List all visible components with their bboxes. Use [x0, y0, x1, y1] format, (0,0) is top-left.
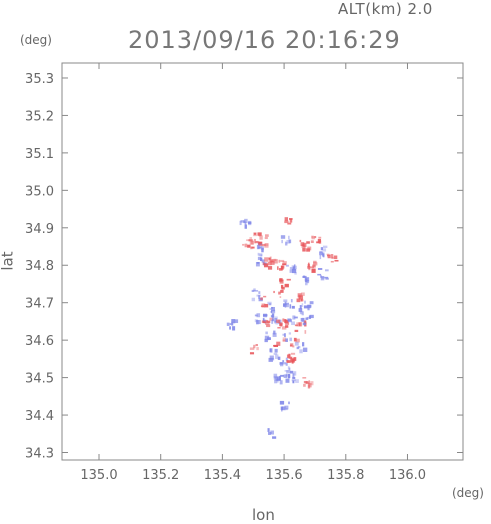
echo-cell [296, 292, 305, 303]
echo-cell [273, 258, 287, 271]
y-tick-label: 34.6 [25, 334, 54, 349]
y-tick-label: 35.2 [25, 109, 54, 124]
echo-cell [326, 253, 339, 263]
y-tick-label: 35.1 [25, 147, 54, 162]
echo-cell [279, 366, 291, 379]
echo-cell [294, 341, 308, 354]
x-axis: 135.0 135.2 135.4 135.6 135.8 136.0 [80, 63, 426, 483]
y-tick-label: 35.3 [25, 72, 54, 87]
echo-cell [273, 337, 287, 348]
echo-cell [307, 260, 318, 273]
echo-cell [319, 245, 328, 260]
echo-cell [302, 275, 310, 286]
echo-cell [267, 428, 277, 439]
x-tick-label: 135.8 [327, 468, 364, 483]
echo-cell [280, 235, 292, 246]
echo-cell [276, 318, 290, 330]
echo-cell [264, 330, 277, 343]
echo-cell [317, 268, 329, 281]
echo-cell [258, 234, 269, 248]
echo-cell [282, 332, 293, 342]
echo-cell [285, 370, 299, 384]
echo-cell [299, 239, 312, 252]
x-tick-label: 135.4 [204, 468, 241, 483]
x-axis-label: lon [252, 506, 275, 524]
echo-cell [261, 317, 274, 328]
timestamp: 2013/09/16 20:16:29 [128, 26, 401, 54]
echo-cell [279, 400, 290, 412]
echo-cell [262, 256, 275, 270]
echo-cell [273, 373, 284, 385]
echo-cell [226, 319, 239, 331]
echo-cell [242, 239, 255, 250]
echo-cell [284, 217, 293, 225]
x-tick-label: 135.2 [142, 468, 179, 483]
plot-frame [61, 62, 464, 461]
altitude-label: ALT(km) 2.0 [338, 0, 433, 18]
y-tick-label: 35.0 [25, 184, 54, 199]
y-tick-label: 34.4 [25, 409, 54, 424]
echo-layer [226, 217, 339, 439]
y-tick-label: 34.3 [25, 447, 54, 462]
echo-cell [310, 235, 322, 244]
echo-cell [268, 348, 279, 362]
y-tick-label: 34.8 [25, 259, 54, 274]
echo-cell [282, 299, 295, 309]
echo-cell [279, 278, 291, 289]
echo-cell [267, 301, 276, 314]
x-tick-label: 135.0 [80, 468, 117, 483]
echo-cell [302, 377, 314, 389]
y-tick-label: 34.9 [25, 222, 54, 237]
echo-cell [249, 344, 259, 355]
y-axis: 34.3 34.4 34.5 34.6 34.7 34.8 34.9 35.0 35.1 35.2… [25, 72, 463, 462]
echo-cell [300, 314, 314, 326]
y-tick-label: 34.7 [25, 297, 54, 312]
x-tick-label: 136.0 [389, 468, 426, 483]
echo-cell [298, 303, 310, 316]
y-axis-unit: (deg) [20, 33, 52, 47]
echo-cell [277, 356, 288, 367]
echo-cell [287, 315, 298, 326]
x-axis-unit: (deg) [452, 486, 484, 500]
echo-cell [260, 295, 269, 308]
echo-cell [273, 286, 285, 298]
echo-cell [239, 218, 252, 229]
y-tick-label: 34.5 [25, 372, 54, 387]
x-tick-label: 135.6 [265, 468, 302, 483]
echo-cell [294, 320, 307, 334]
echo-cell [286, 352, 297, 364]
echo-cell [289, 337, 300, 348]
echo-cell [303, 300, 314, 309]
echo-cell [285, 264, 297, 275]
